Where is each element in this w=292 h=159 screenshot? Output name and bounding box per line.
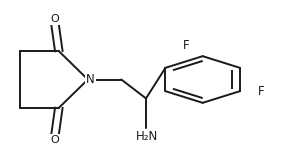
Text: N: N [86,73,95,86]
Text: F: F [258,85,264,98]
Text: O: O [50,135,59,145]
Text: F: F [183,39,190,52]
Text: O: O [50,14,59,24]
Text: H₂N: H₂N [136,130,159,143]
